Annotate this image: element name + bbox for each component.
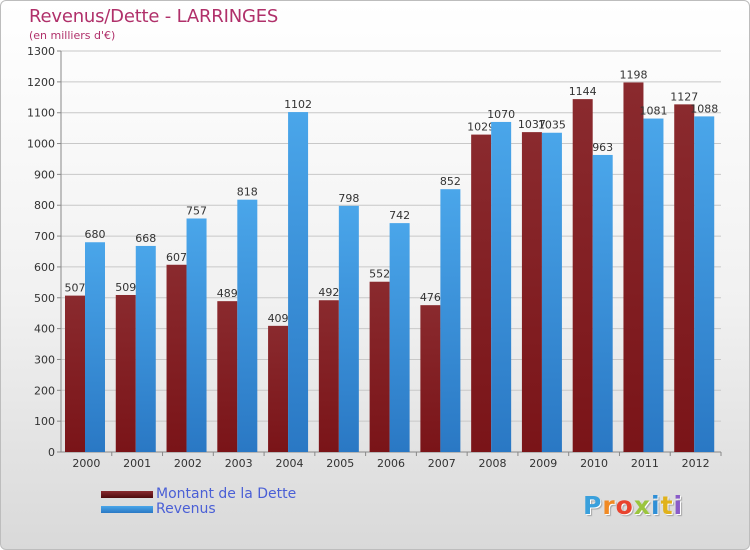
x-tick-label: 2005 xyxy=(326,457,354,470)
y-tick-label: 300 xyxy=(34,353,55,366)
dette-value-label: 507 xyxy=(65,282,86,295)
dette-bar xyxy=(318,300,339,452)
legend-label-dette: Montant de la Dette xyxy=(156,486,297,502)
revenus-value-label: 852 xyxy=(440,175,461,188)
logo-letter: i xyxy=(651,491,661,520)
dette-value-label: 1198 xyxy=(619,68,647,81)
revenus-value-label: 668 xyxy=(135,232,156,245)
dette-bar xyxy=(268,325,289,452)
logo-letter: o xyxy=(615,491,634,520)
logo-letter: t xyxy=(660,491,674,520)
revenus-bar xyxy=(694,116,715,452)
dette-value-label: 1037 xyxy=(518,118,546,131)
revenus-bar xyxy=(288,112,309,453)
revenus-value-label: 963 xyxy=(592,141,613,154)
proxiti-logo: Proxiti xyxy=(583,491,683,520)
dette-value-label: 1127 xyxy=(670,90,698,103)
x-tick-label: 2010 xyxy=(580,457,608,470)
revenus-bar xyxy=(186,218,207,452)
logo-letter: i xyxy=(673,491,684,520)
x-tick-label: 2012 xyxy=(682,457,710,470)
dette-bar xyxy=(369,281,390,452)
dette-bar xyxy=(217,301,238,452)
revenus-bar xyxy=(338,205,359,452)
revenus-value-label: 757 xyxy=(186,204,207,217)
chart-subtitle: (en milliers d'€) xyxy=(29,29,116,42)
dette-bar xyxy=(572,99,593,453)
dette-bar xyxy=(674,104,695,453)
dette-bar xyxy=(521,132,542,453)
y-tick-label: 1300 xyxy=(27,45,55,58)
revenus-bar xyxy=(85,242,105,452)
revenus-bar xyxy=(135,245,156,452)
dette-value-label: 607 xyxy=(166,251,187,264)
y-tick-label: 1000 xyxy=(27,138,55,151)
y-tick-label: 400 xyxy=(34,323,55,336)
dette-value-label: 492 xyxy=(318,286,339,299)
dette-value-label: 1144 xyxy=(569,85,597,98)
y-tick-label: 600 xyxy=(34,261,55,274)
y-tick-label: 0 xyxy=(48,446,55,459)
y-tick-label: 900 xyxy=(34,168,55,181)
logo-letter: P xyxy=(583,491,603,520)
dette-value-label: 1029 xyxy=(467,121,495,134)
y-tick-label: 1200 xyxy=(27,76,55,89)
x-tick-label: 2002 xyxy=(174,457,202,470)
dette-bar xyxy=(623,82,644,452)
x-tick-label: 2008 xyxy=(479,457,507,470)
y-tick-label: 200 xyxy=(34,384,55,397)
dette-bar xyxy=(420,305,441,452)
dette-value-label: 476 xyxy=(420,291,441,304)
legend-swatch-dette xyxy=(101,491,153,498)
revenus-bar xyxy=(237,199,258,452)
revenus-value-label: 1102 xyxy=(284,98,312,111)
y-tick-label: 500 xyxy=(34,292,55,305)
x-tick-label: 2001 xyxy=(123,457,151,470)
y-tick-label: 800 xyxy=(34,199,55,212)
dette-value-label: 552 xyxy=(369,268,390,281)
x-tick-label: 2000 xyxy=(72,457,100,470)
dette-bar xyxy=(115,294,136,452)
revenus-value-label: 1081 xyxy=(639,105,667,118)
revenus-bar xyxy=(592,154,613,452)
legend-swatch-revenus xyxy=(101,506,153,513)
x-tick-label: 2007 xyxy=(428,457,456,470)
revenus-value-label: 1035 xyxy=(538,119,566,132)
revenus-bar xyxy=(491,121,512,452)
x-tick-label: 2004 xyxy=(275,457,303,470)
revenus-bar xyxy=(389,223,410,452)
revenus-value-label: 818 xyxy=(237,186,258,199)
revenus-value-label: 1070 xyxy=(487,108,515,121)
logo-letter: x xyxy=(633,491,651,520)
dette-bar xyxy=(471,134,492,452)
y-tick-label: 1100 xyxy=(27,107,55,120)
x-tick-label: 2011 xyxy=(631,457,659,470)
chart-title: Revenus/Dette - LARRINGES xyxy=(29,6,279,27)
dette-value-label: 489 xyxy=(217,287,238,300)
revenus-value-label: 798 xyxy=(338,192,359,205)
x-tick-label: 2009 xyxy=(529,457,557,470)
dette-value-label: 409 xyxy=(268,312,289,325)
revenus-value-label: 742 xyxy=(389,209,410,222)
x-tick-label: 2003 xyxy=(225,457,253,470)
revenus-bar xyxy=(541,132,562,452)
y-tick-label: 700 xyxy=(34,230,55,243)
revenus-value-label: 1088 xyxy=(690,102,718,115)
y-tick-label: 100 xyxy=(34,415,55,428)
dette-bar xyxy=(166,264,187,452)
logo-letter: r xyxy=(602,491,616,520)
revenus-value-label: 680 xyxy=(85,228,106,241)
legend-label-revenus: Revenus xyxy=(156,501,216,517)
x-tick-label: 2006 xyxy=(377,457,405,470)
dette-bar xyxy=(65,295,85,452)
dette-value-label: 509 xyxy=(115,281,136,294)
revenus-bar xyxy=(643,118,664,453)
revenus-bar xyxy=(440,189,461,452)
